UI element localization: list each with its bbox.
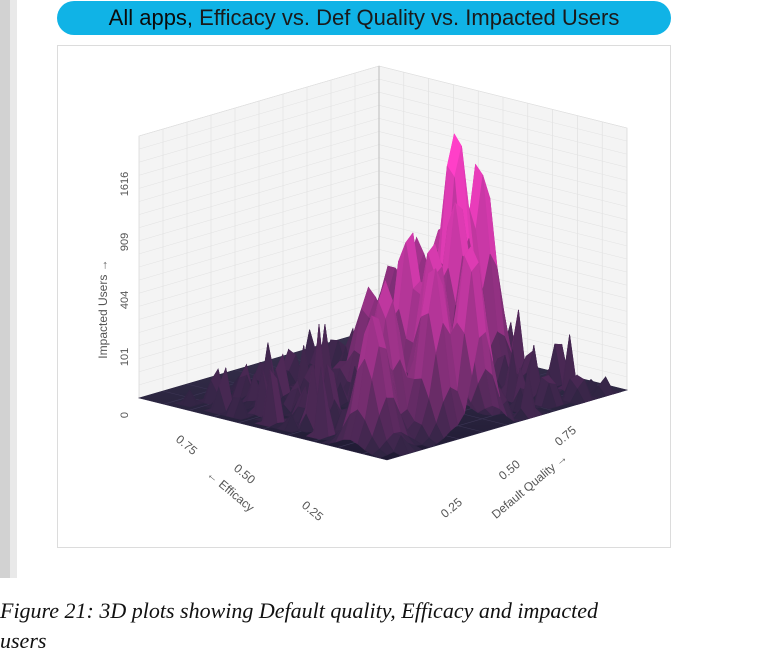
surface-plot: 0 101 404 909 1616 Impacted Users → 0.75…	[96, 65, 629, 524]
z-tick-404: 404	[119, 291, 131, 309]
left-wall-grid-h	[138, 65, 380, 137]
surface-cell	[541, 382, 557, 410]
left-wall-grid-h	[138, 170, 380, 242]
surface-cell	[182, 389, 198, 408]
left-wall-grid-h	[138, 222, 380, 294]
figure-caption-line-2: users	[0, 628, 47, 653]
y-tick-0.50: 0.50	[231, 461, 258, 487]
surface-mesh	[174, 133, 622, 459]
right-wall-grid-h	[378, 131, 628, 194]
left-wall-grid-h	[138, 118, 380, 189]
right-wall-grid-h	[378, 78, 628, 142]
right-wall-grid-h	[378, 170, 628, 234]
left-wall-grid-h	[138, 262, 380, 333]
right-wall-grid-h	[378, 144, 628, 207]
z-tick-0: 0	[119, 412, 131, 418]
chart-title-prefix: All apps,	[108, 5, 194, 30]
right-wall-grid-h	[378, 65, 628, 129]
z-tick-1616: 1616	[119, 172, 131, 196]
back-walls	[138, 65, 628, 399]
z-axis-label: Impacted Users →	[96, 259, 110, 358]
surface-cell	[233, 397, 249, 420]
x-tick-0.25: 0.25	[438, 495, 465, 521]
right-wall-grid-h	[378, 105, 628, 168]
right-wall-grid-h	[378, 157, 628, 220]
left-margin-bar-inner	[10, 0, 17, 578]
left-wall-grid-h	[138, 131, 380, 202]
x-tick-0.50: 0.50	[496, 457, 523, 483]
left-wall-grid-h	[138, 209, 380, 281]
left-wall-grid-h	[138, 275, 380, 346]
left-wall-grid-h	[138, 249, 380, 320]
x-tick-0.75: 0.75	[552, 423, 579, 449]
figure-caption: Figure 21: 3D plots showing Default qual…	[0, 596, 768, 656]
left-wall-grid-h	[138, 91, 380, 163]
y-tick-0.25: 0.25	[299, 498, 326, 524]
left-wall-grid-h	[138, 157, 380, 228]
y-tick-0.75: 0.75	[173, 432, 200, 458]
left-wall-grid-h	[138, 144, 380, 215]
left-margin-bar	[0, 0, 17, 578]
right-wall-grid-h	[378, 118, 628, 181]
left-wall-grid-h	[138, 288, 380, 359]
left-wall-grid-h	[138, 78, 380, 150]
left-wall-grid-h	[138, 105, 380, 176]
surface-cell	[421, 437, 437, 448]
chart-title: All apps, Efficacy vs. Def Quality vs. I…	[57, 1, 671, 35]
right-wall-grid-h	[378, 91, 628, 155]
z-tick-909: 909	[119, 233, 131, 251]
surface-cell	[569, 388, 586, 405]
left-wall-grid-h	[138, 314, 380, 386]
surface-cell	[393, 434, 409, 456]
left-wall-grid-h	[138, 196, 380, 268]
left-wall-grid-h	[138, 183, 380, 255]
left-wall-grid-h	[138, 236, 380, 307]
right-wall-grid-h	[378, 222, 628, 286]
chart-title-rest: Efficacy vs. Def Quality vs. Impacted Us…	[193, 5, 620, 30]
surface-cell	[371, 448, 388, 459]
right-wall-grid-h	[378, 196, 628, 260]
right-wall-grid-h	[378, 183, 628, 247]
right-wall-grid-h	[378, 209, 628, 273]
figure-caption-line-1: Figure 21: 3D plots showing Default qual…	[0, 598, 598, 623]
z-tick-101: 101	[119, 348, 131, 366]
x-axis-label: Default Quality →	[489, 450, 570, 521]
left-wall-grid-h	[138, 301, 380, 373]
